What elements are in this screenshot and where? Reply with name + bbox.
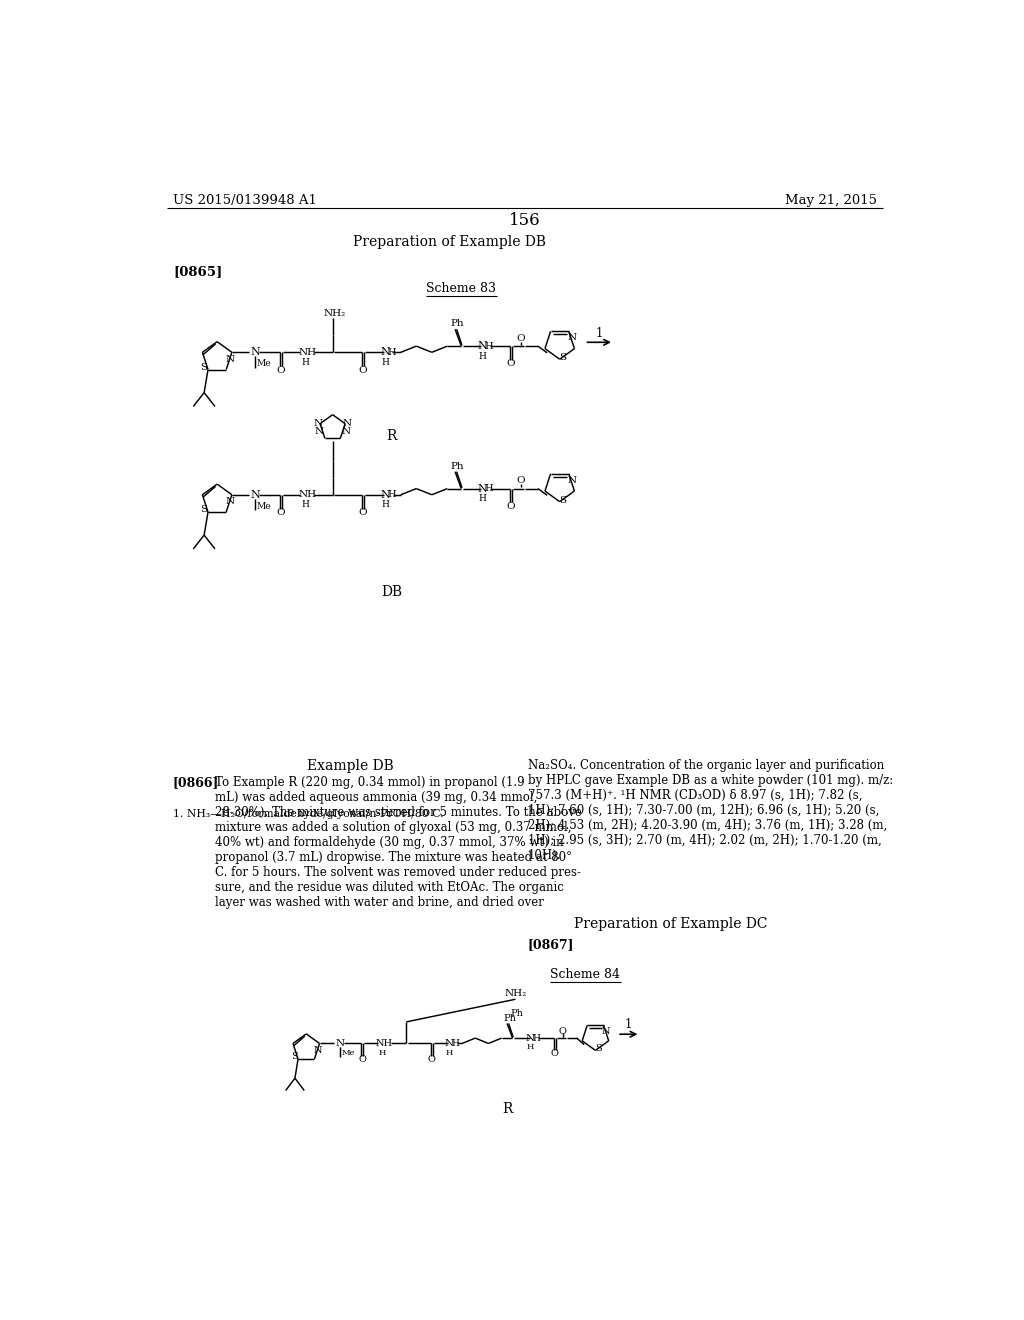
Text: Scheme 83: Scheme 83 (426, 282, 497, 296)
Text: N: N (342, 428, 351, 436)
Text: H: H (478, 494, 486, 503)
Text: Ph: Ph (503, 1014, 516, 1023)
Text: O: O (358, 508, 368, 517)
Text: NH₂: NH₂ (505, 990, 526, 998)
Text: S: S (201, 506, 208, 513)
Text: Ph: Ph (451, 462, 464, 471)
Text: S: S (559, 354, 566, 362)
Text: S: S (595, 1044, 602, 1052)
Text: H: H (387, 347, 396, 356)
Text: 1: 1 (596, 326, 603, 339)
Text: NH₂: NH₂ (323, 309, 345, 318)
Text: 1: 1 (625, 1019, 633, 1031)
Text: O: O (507, 359, 515, 368)
Text: 156: 156 (509, 211, 541, 228)
Text: O: O (358, 366, 368, 375)
Text: N: N (314, 428, 324, 436)
Text: [0865]: [0865] (173, 264, 222, 277)
Text: H: H (379, 1048, 386, 1057)
Text: H: H (532, 1034, 541, 1043)
Text: H: H (381, 500, 389, 510)
Text: NH: NH (376, 1039, 393, 1048)
Text: May 21, 2015: May 21, 2015 (784, 194, 877, 207)
Text: To Example R (220 mg, 0.34 mmol) in propanol (1.9
mL) was added aqueous ammonia : To Example R (220 mg, 0.34 mmol) in prop… (215, 776, 582, 909)
Text: R: R (386, 429, 396, 442)
Text: N: N (567, 333, 577, 342)
Text: [0866]: [0866] (173, 776, 219, 789)
Text: H: H (301, 500, 309, 510)
Text: S: S (559, 495, 566, 504)
Text: N: N (567, 475, 577, 484)
Text: H: H (484, 342, 493, 351)
Text: O: O (517, 334, 525, 343)
Text: N: N (525, 1034, 535, 1043)
Text: DB: DB (381, 585, 402, 599)
Text: N: N (225, 498, 234, 507)
Text: Preparation of Example DB: Preparation of Example DB (352, 235, 546, 248)
Text: O: O (358, 1055, 366, 1064)
Text: N: N (335, 1039, 344, 1048)
Text: H: H (445, 1048, 453, 1057)
Text: N: N (313, 1045, 323, 1055)
Text: H: H (301, 358, 309, 367)
Text: Me: Me (341, 1049, 354, 1057)
Text: Scheme 84: Scheme 84 (550, 968, 621, 981)
Text: S: S (291, 1052, 298, 1061)
Text: N: N (381, 490, 390, 500)
Text: O: O (551, 1049, 558, 1057)
Text: Example DB: Example DB (307, 759, 394, 774)
Text: NH: NH (299, 347, 316, 356)
Text: 1. NH₃—H₂O/formaldehyde/glyoxal/n-PrOH/80 C.: 1. NH₃—H₂O/formaldehyde/glyoxal/n-PrOH/8… (173, 809, 443, 818)
Text: Na₂SO₄. Concentration of the organic layer and purification
by HPLC gave Example: Na₂SO₄. Concentration of the organic lay… (528, 759, 893, 862)
Text: N: N (250, 490, 260, 500)
Text: H: H (478, 351, 486, 360)
Text: N: N (343, 420, 352, 428)
Text: N: N (250, 347, 260, 358)
Text: [0867]: [0867] (528, 937, 574, 950)
Text: N: N (477, 483, 487, 494)
Text: O: O (428, 1055, 436, 1064)
Text: N: N (381, 347, 390, 358)
Text: H: H (381, 358, 389, 367)
Text: H: H (526, 1043, 534, 1051)
Text: O: O (559, 1027, 567, 1036)
Text: S: S (201, 363, 208, 371)
Text: Ph: Ph (510, 1008, 523, 1018)
Text: N: N (477, 341, 487, 351)
Text: Me: Me (257, 359, 271, 368)
Text: O: O (276, 366, 285, 375)
Text: US 2015/0139948 A1: US 2015/0139948 A1 (173, 194, 316, 207)
Text: Preparation of Example DC: Preparation of Example DC (573, 917, 767, 931)
Text: NH: NH (299, 490, 316, 499)
Text: O: O (517, 477, 525, 486)
Text: O: O (507, 502, 515, 511)
Text: N: N (602, 1027, 610, 1036)
Text: N: N (313, 420, 323, 428)
Text: H: H (387, 490, 396, 499)
Text: O: O (276, 508, 285, 517)
Text: Me: Me (257, 502, 271, 511)
Text: Ph: Ph (451, 319, 464, 329)
Text: N: N (225, 355, 234, 364)
Text: H: H (484, 484, 493, 494)
Text: H: H (452, 1039, 459, 1048)
Text: N: N (444, 1039, 454, 1048)
Text: R: R (503, 1102, 513, 1117)
